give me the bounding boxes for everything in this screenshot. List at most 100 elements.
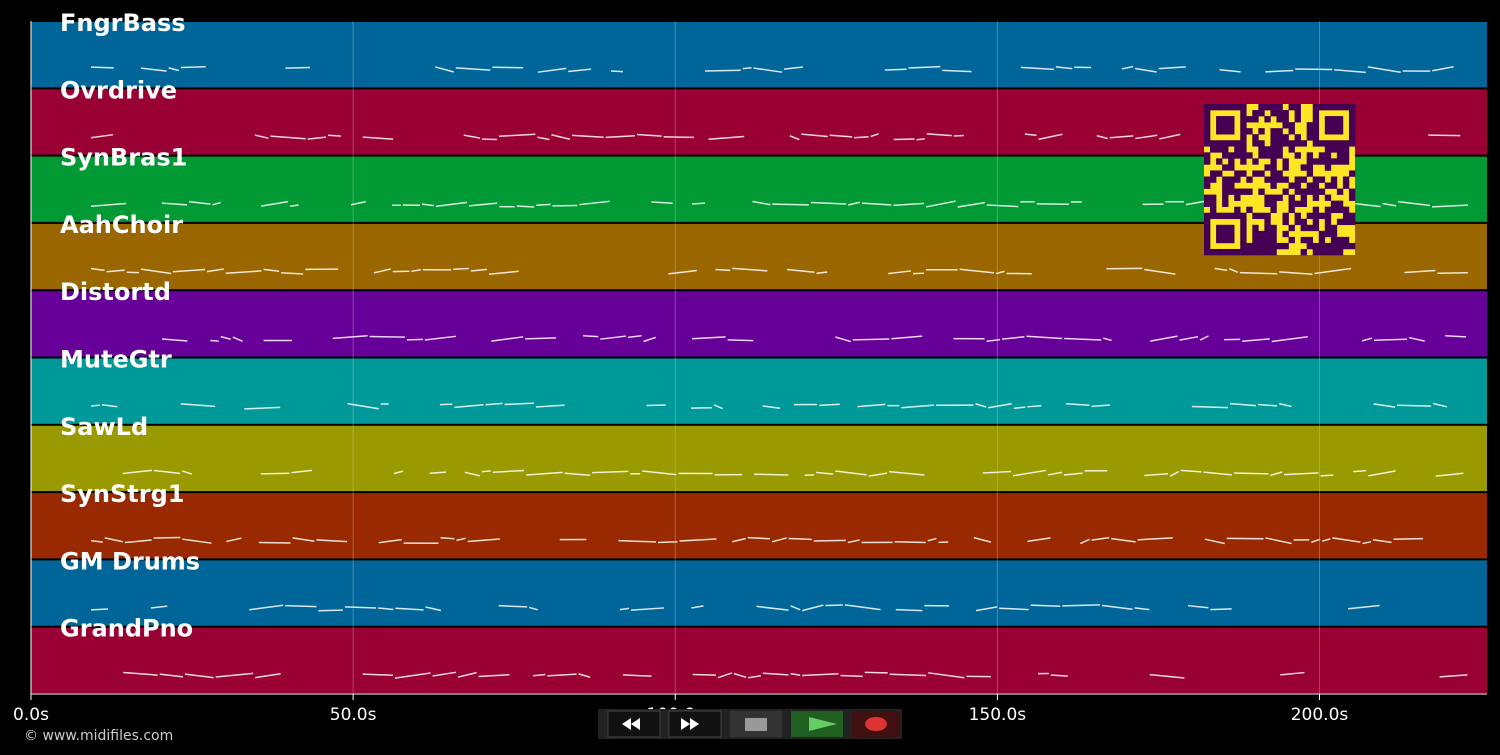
note — [926, 133, 952, 137]
qr-module — [1288, 104, 1295, 111]
qr-module — [1294, 182, 1301, 189]
note — [220, 335, 231, 340]
note — [90, 539, 103, 543]
note — [1013, 406, 1026, 410]
qr-module — [1270, 182, 1277, 189]
rewind-button[interactable] — [607, 710, 661, 738]
qr-module — [1270, 224, 1277, 232]
qr-module — [1246, 116, 1253, 123]
note — [498, 604, 528, 608]
qr-module — [1258, 128, 1265, 135]
qr-module — [1312, 134, 1320, 141]
qr-module — [1276, 176, 1283, 183]
qr-module — [1300, 194, 1307, 201]
qr-module — [1324, 116, 1332, 123]
qr-module — [1276, 104, 1283, 111]
note — [281, 272, 304, 275]
forward-button[interactable] — [668, 710, 722, 738]
note — [1398, 200, 1431, 207]
qr-module — [1312, 122, 1320, 129]
qr-module — [1348, 242, 1356, 250]
note — [1367, 66, 1401, 74]
note — [1144, 472, 1169, 477]
note — [733, 672, 747, 679]
note — [172, 268, 206, 273]
qr-module — [1330, 248, 1338, 256]
qr-module — [1306, 188, 1314, 195]
qr-module — [1258, 146, 1265, 153]
qr-module — [1306, 212, 1314, 220]
qr-module — [1330, 140, 1338, 147]
qr-module — [1312, 188, 1320, 195]
note — [975, 403, 987, 408]
qr-module — [1264, 194, 1271, 201]
note — [249, 604, 284, 611]
stop-button[interactable] — [730, 711, 782, 737]
qr-module — [1228, 224, 1235, 232]
qr-module — [1342, 212, 1350, 220]
note — [1102, 604, 1133, 610]
note — [848, 201, 861, 206]
qr-module — [1282, 176, 1289, 183]
note — [747, 536, 771, 540]
note — [1062, 604, 1101, 607]
note — [802, 672, 839, 677]
qr-module — [1204, 158, 1211, 165]
note — [533, 673, 546, 677]
note — [463, 134, 481, 139]
note — [742, 67, 752, 70]
qr-module — [1318, 104, 1326, 111]
note — [184, 673, 214, 679]
note — [254, 134, 269, 139]
qr-module — [1228, 248, 1235, 256]
play-button[interactable] — [791, 711, 843, 737]
qr-module — [1300, 224, 1307, 232]
note — [1047, 471, 1063, 476]
qr-module — [1210, 104, 1217, 111]
qr-module — [1306, 152, 1314, 159]
qr-module — [1210, 140, 1217, 147]
note — [1111, 537, 1136, 543]
qr-module — [1216, 212, 1223, 220]
note — [1158, 66, 1186, 70]
note — [752, 200, 771, 206]
qr-module — [1330, 146, 1338, 153]
note — [622, 674, 652, 677]
qr-module — [1324, 104, 1332, 111]
note — [1239, 271, 1278, 275]
qr-module — [1288, 128, 1295, 135]
note — [789, 135, 800, 141]
note — [470, 268, 488, 272]
qr-module — [1222, 188, 1229, 195]
qr-module — [1222, 122, 1229, 129]
qr-module — [1294, 200, 1301, 207]
qr-module — [1204, 152, 1211, 159]
note — [657, 540, 678, 544]
qr-module — [1336, 218, 1344, 226]
qr-module — [1300, 188, 1307, 195]
note — [727, 339, 754, 342]
qr-module — [1222, 128, 1229, 135]
qr-module — [1282, 218, 1289, 226]
qr-module — [1300, 218, 1307, 226]
qr-module — [1300, 200, 1307, 207]
qr-module — [1294, 152, 1301, 159]
note — [1372, 538, 1392, 544]
qr-module — [1294, 104, 1301, 111]
qr-module — [1324, 206, 1332, 214]
note — [369, 335, 405, 338]
note — [1279, 271, 1313, 276]
note — [986, 204, 1019, 208]
record-button[interactable] — [852, 711, 900, 737]
qr-module — [1252, 242, 1259, 250]
qr-module — [1330, 116, 1338, 123]
note — [1435, 472, 1464, 477]
qr-module — [1312, 242, 1320, 250]
note — [568, 68, 592, 73]
qr-module — [1222, 116, 1229, 123]
qr-module — [1258, 242, 1265, 250]
qr-module — [1336, 146, 1344, 153]
qr-module — [1282, 188, 1289, 195]
qr-module — [1270, 104, 1277, 111]
